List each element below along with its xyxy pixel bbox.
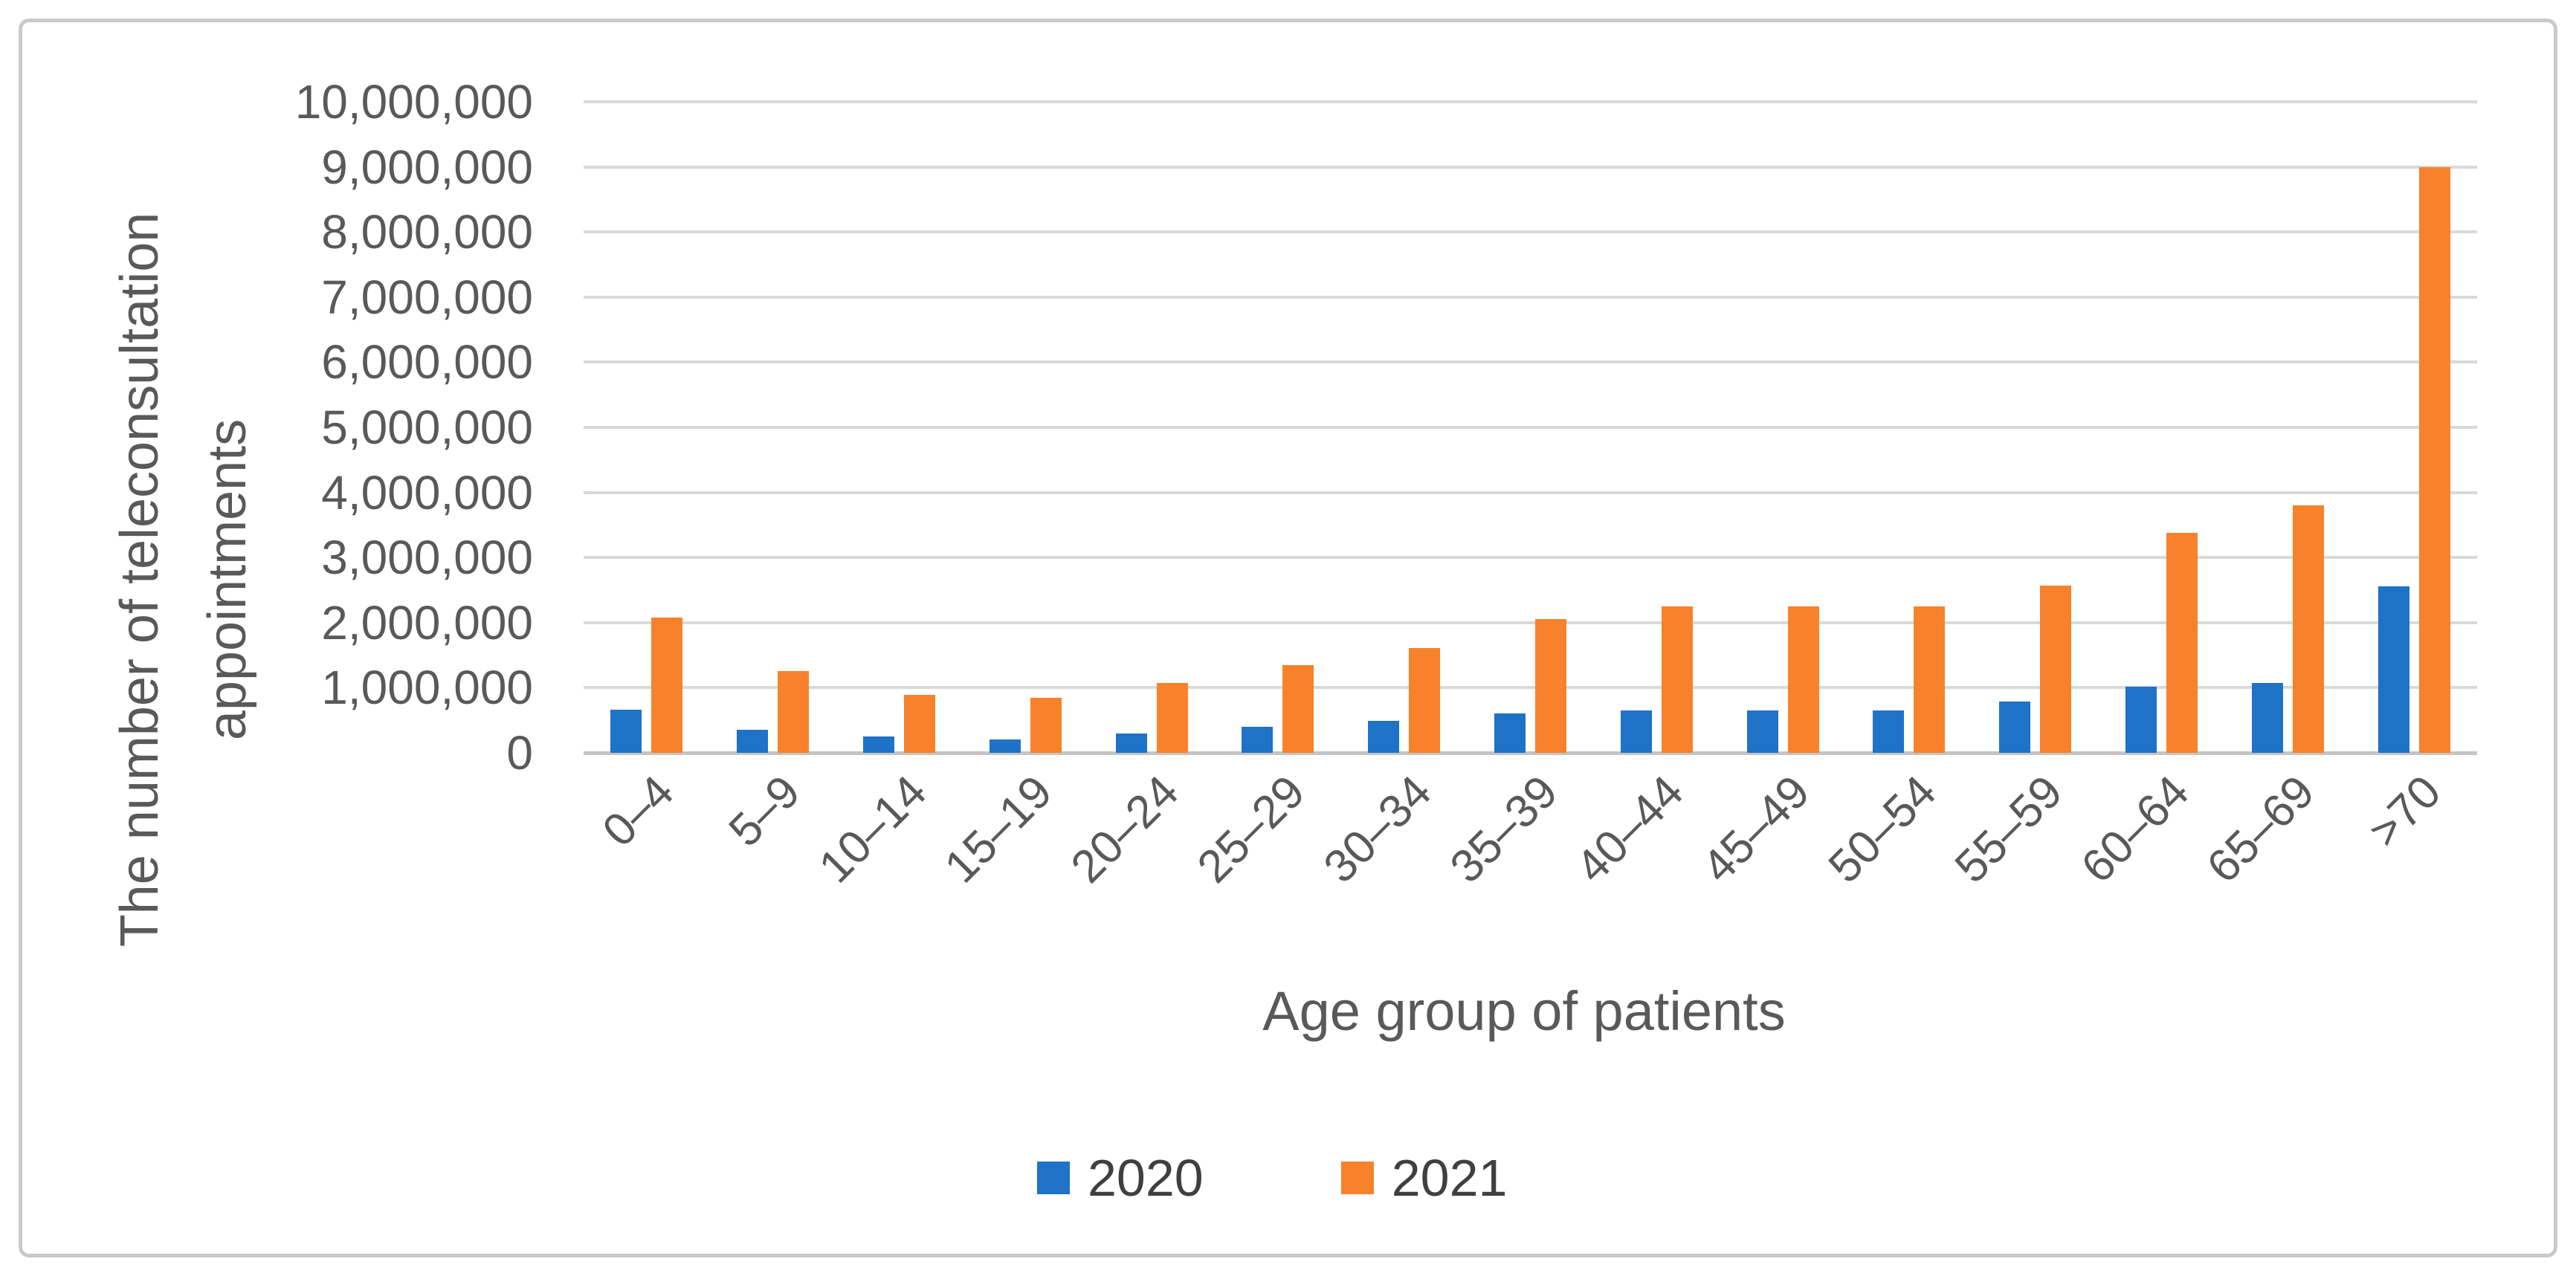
bar-2020-45–49	[1747, 710, 1778, 753]
gridline	[584, 426, 2477, 429]
y-tick-label: 7,000,000	[321, 271, 533, 324]
x-axis-title: Age group of patients	[1262, 980, 1786, 1042]
bar-2021-65–69	[2293, 505, 2324, 753]
y-tick-label: 3,000,000	[321, 531, 533, 584]
bar-2020-0–4	[610, 710, 642, 753]
bar-2021-0–4	[651, 618, 682, 753]
figure-border	[19, 19, 2557, 1257]
bar-2020-40–44	[1621, 710, 1652, 753]
gridline	[584, 686, 2477, 689]
gridline	[584, 296, 2477, 299]
bar-2020-25–29	[1242, 727, 1273, 753]
gridline	[584, 491, 2477, 494]
legend-label-2021: 2021	[1391, 1149, 1508, 1207]
bar-2021-30–34	[1409, 648, 1440, 753]
bar-2020-55–59	[1999, 702, 2030, 753]
y-tick-label: 2,000,000	[321, 596, 533, 650]
bar-2021-35–39	[1535, 619, 1566, 753]
legend-item-2021: 2021	[1340, 1148, 1508, 1208]
y-tick-label: 0	[506, 726, 533, 780]
bar-2021-55–59	[2040, 586, 2071, 753]
bar-2021-45–49	[1788, 606, 1819, 753]
y-tick-label: 6,000,000	[321, 335, 533, 389]
y-tick-label: 8,000,000	[321, 205, 533, 259]
bar-2020-50–54	[1873, 710, 1904, 753]
bar-2021-25–29	[1282, 665, 1314, 753]
bar-2021-5–9	[778, 671, 809, 753]
bar-2021-15–19	[1030, 698, 1062, 753]
bar-2020-35–39	[1494, 713, 1526, 753]
bar-2020-30–34	[1368, 721, 1399, 753]
legend: 2020 2021	[1037, 1148, 1507, 1208]
bar-2020->70	[2378, 586, 2409, 753]
legend-swatch-2020	[1037, 1162, 1070, 1194]
bar-2021-60–64	[2166, 533, 2198, 753]
gridline	[584, 556, 2477, 559]
bar-2020-10–14	[863, 736, 894, 753]
bar-2021-40–44	[1662, 606, 1693, 753]
bar-2020-5–9	[737, 730, 768, 753]
y-tick-label: 5,000,000	[321, 401, 533, 454]
bar-2020-20–24	[1116, 733, 1147, 753]
gridline	[584, 100, 2477, 103]
x-axis-line	[584, 751, 2477, 755]
bar-2020-65–69	[2252, 683, 2283, 753]
y-tick-label: 9,000,000	[321, 140, 533, 194]
y-tick-label: 10,000,000	[294, 75, 533, 129]
legend-item-2020: 2020	[1037, 1148, 1204, 1208]
bar-2021-10–14	[904, 695, 935, 753]
legend-swatch-2021	[1340, 1162, 1374, 1194]
gridline	[584, 621, 2477, 624]
gridline	[584, 230, 2477, 233]
y-tick-label: 4,000,000	[321, 466, 533, 519]
bar-2020-60–64	[2125, 687, 2157, 753]
bar-2021->70	[2419, 167, 2450, 753]
gridline	[584, 166, 2477, 169]
legend-label-2020: 2020	[1088, 1149, 1204, 1207]
plot-area	[584, 100, 2477, 755]
gridline	[584, 360, 2477, 363]
bar-2021-50–54	[1914, 606, 1945, 753]
bar-2021-20–24	[1157, 683, 1188, 753]
y-tick-label: 1,000,000	[321, 661, 533, 714]
bar-2020-15–19	[990, 739, 1021, 753]
